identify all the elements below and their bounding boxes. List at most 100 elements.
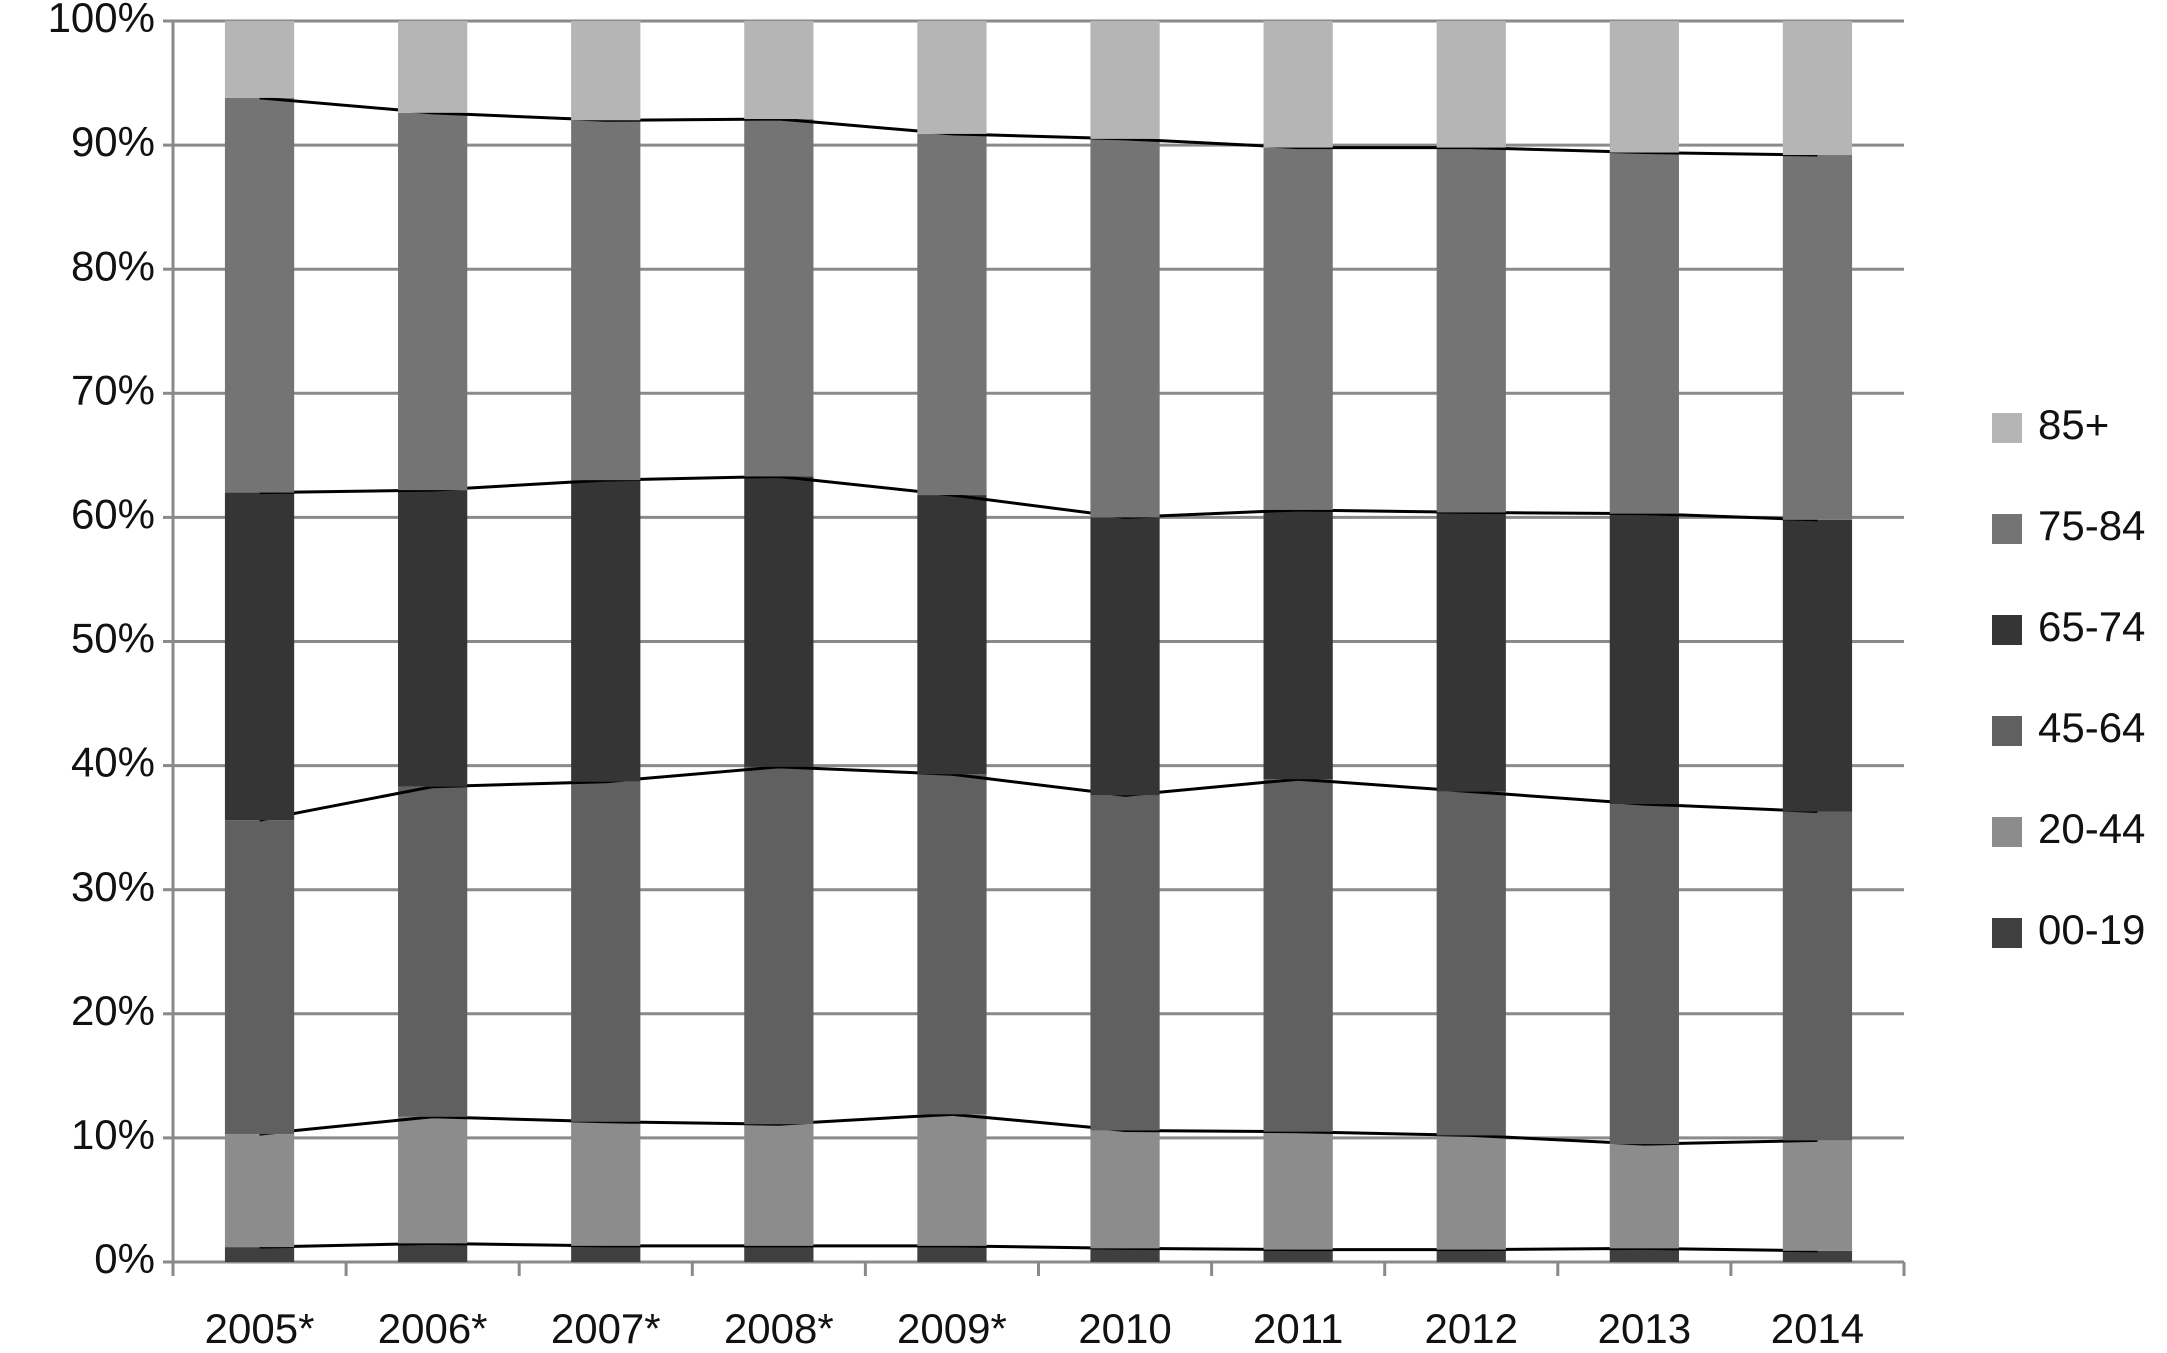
bar-segment: [1609, 21, 1679, 153]
bar-segment: [1090, 138, 1160, 518]
bar-segment: [398, 490, 468, 787]
legend-swatch: [1992, 918, 2022, 948]
series-line: [259, 765, 1818, 822]
y-tick-label: 60%: [71, 490, 155, 537]
bar-segment: [1436, 512, 1506, 792]
bar-segment: [571, 781, 641, 1122]
bar-segment: [571, 120, 641, 481]
legend-swatch: [1992, 514, 2022, 544]
x-tick-label: 2014: [1771, 1305, 1864, 1352]
bar-segment: [1263, 779, 1333, 1132]
y-tick-label: 100%: [48, 0, 155, 41]
bar-segment: [1782, 1140, 1853, 1251]
bar-segment: [571, 480, 641, 782]
y-tick-label: 10%: [71, 1111, 155, 1158]
y-tick-label: 90%: [71, 118, 155, 165]
bar-segment: [571, 1245, 641, 1262]
bar-segment: [398, 21, 468, 113]
bar-segment: [571, 1121, 641, 1246]
legend-swatch: [1992, 716, 2022, 746]
bar-segment: [917, 774, 987, 1115]
legend-label: 00-19: [2038, 906, 2145, 953]
bar-segment: [917, 1114, 987, 1246]
legend-label: 75-84: [2038, 502, 2145, 549]
bar-segment: [398, 1116, 468, 1244]
x-tick-label: 2012: [1425, 1305, 1518, 1352]
bar-segment: [917, 133, 987, 496]
bar-segment: [917, 21, 987, 134]
bar-segment: [398, 112, 468, 491]
bar-segment: [744, 21, 814, 120]
y-tick-label: 20%: [71, 987, 155, 1034]
legend-swatch: [1992, 817, 2022, 847]
bar-segment: [398, 1243, 468, 1262]
bar-segment: [1782, 1250, 1853, 1262]
legend-label: 65-74: [2038, 603, 2145, 650]
bar-segment: [1263, 1131, 1333, 1250]
bar-segment: [1436, 147, 1506, 513]
bar-segment: [744, 119, 814, 477]
bar-segment: [1609, 1248, 1679, 1262]
legend-label: 85+: [2038, 401, 2109, 448]
x-tick-label: 2008*: [724, 1305, 834, 1352]
bar-segment: [1782, 21, 1853, 156]
bar-segment: [224, 1247, 295, 1262]
legend-swatch: [1992, 413, 2022, 443]
bar-segment: [917, 495, 987, 775]
bar-segment: [571, 21, 641, 121]
bar-segment: [224, 97, 295, 493]
y-tick-label: 0%: [94, 1235, 155, 1282]
bar-segment: [224, 21, 295, 98]
bar-segment: [1090, 1130, 1160, 1249]
x-tick-label: 2006*: [378, 1305, 488, 1352]
bar-segment: [1782, 519, 1853, 812]
y-tick-label: 50%: [71, 615, 155, 662]
bar-segment: [1090, 795, 1160, 1131]
legend-swatch: [1992, 615, 2022, 645]
bar-segment: [1090, 21, 1160, 139]
bar-segment: [1263, 147, 1333, 510]
bar-segment: [1609, 152, 1679, 514]
bar-segment: [398, 786, 468, 1117]
y-tick-label: 40%: [71, 739, 155, 786]
bar-segment: [1436, 791, 1506, 1136]
legend-label: 45-64: [2038, 704, 2145, 751]
bar-segment: [1782, 811, 1853, 1141]
bar-segment: [1436, 1135, 1506, 1250]
bar-segment: [1090, 1248, 1160, 1262]
y-tick-label: 70%: [71, 366, 155, 413]
y-tick-label: 80%: [71, 242, 155, 289]
bar-segment: [224, 1134, 295, 1248]
series-line: [259, 474, 1818, 522]
bar-segment: [744, 1124, 814, 1246]
x-tick-label: 2013: [1598, 1305, 1691, 1352]
bar-segment: [1436, 1249, 1506, 1262]
bar-segment: [1263, 509, 1333, 780]
bar-segment: [224, 820, 295, 1135]
x-tick-label: 2009*: [897, 1305, 1007, 1352]
series-line: [259, 1241, 1818, 1253]
bar-segment: [744, 766, 814, 1125]
bar-segment: [1090, 517, 1160, 796]
bar-segment: [1263, 1249, 1333, 1262]
bar-segment: [1609, 1144, 1679, 1249]
x-tick-label: 2007*: [551, 1305, 661, 1352]
series-line: [259, 96, 1818, 157]
legend-label: 20-44: [2038, 805, 2145, 852]
bar-segment: [744, 1245, 814, 1262]
x-tick-label: 2005*: [205, 1305, 315, 1352]
x-tick-label: 2010: [1078, 1305, 1171, 1352]
bar-segment: [1609, 513, 1679, 805]
bar-segment: [917, 1245, 987, 1262]
series-line: [259, 1112, 1818, 1146]
y-tick-label: 30%: [71, 863, 155, 910]
bar-segment: [1263, 21, 1333, 148]
bar-segment: [1436, 21, 1506, 148]
bar-segment: [224, 492, 295, 821]
bar-segment: [744, 476, 814, 767]
x-tick-label: 2011: [1253, 1305, 1343, 1352]
bar-segment: [1609, 804, 1679, 1145]
bar-segment: [1782, 155, 1853, 520]
